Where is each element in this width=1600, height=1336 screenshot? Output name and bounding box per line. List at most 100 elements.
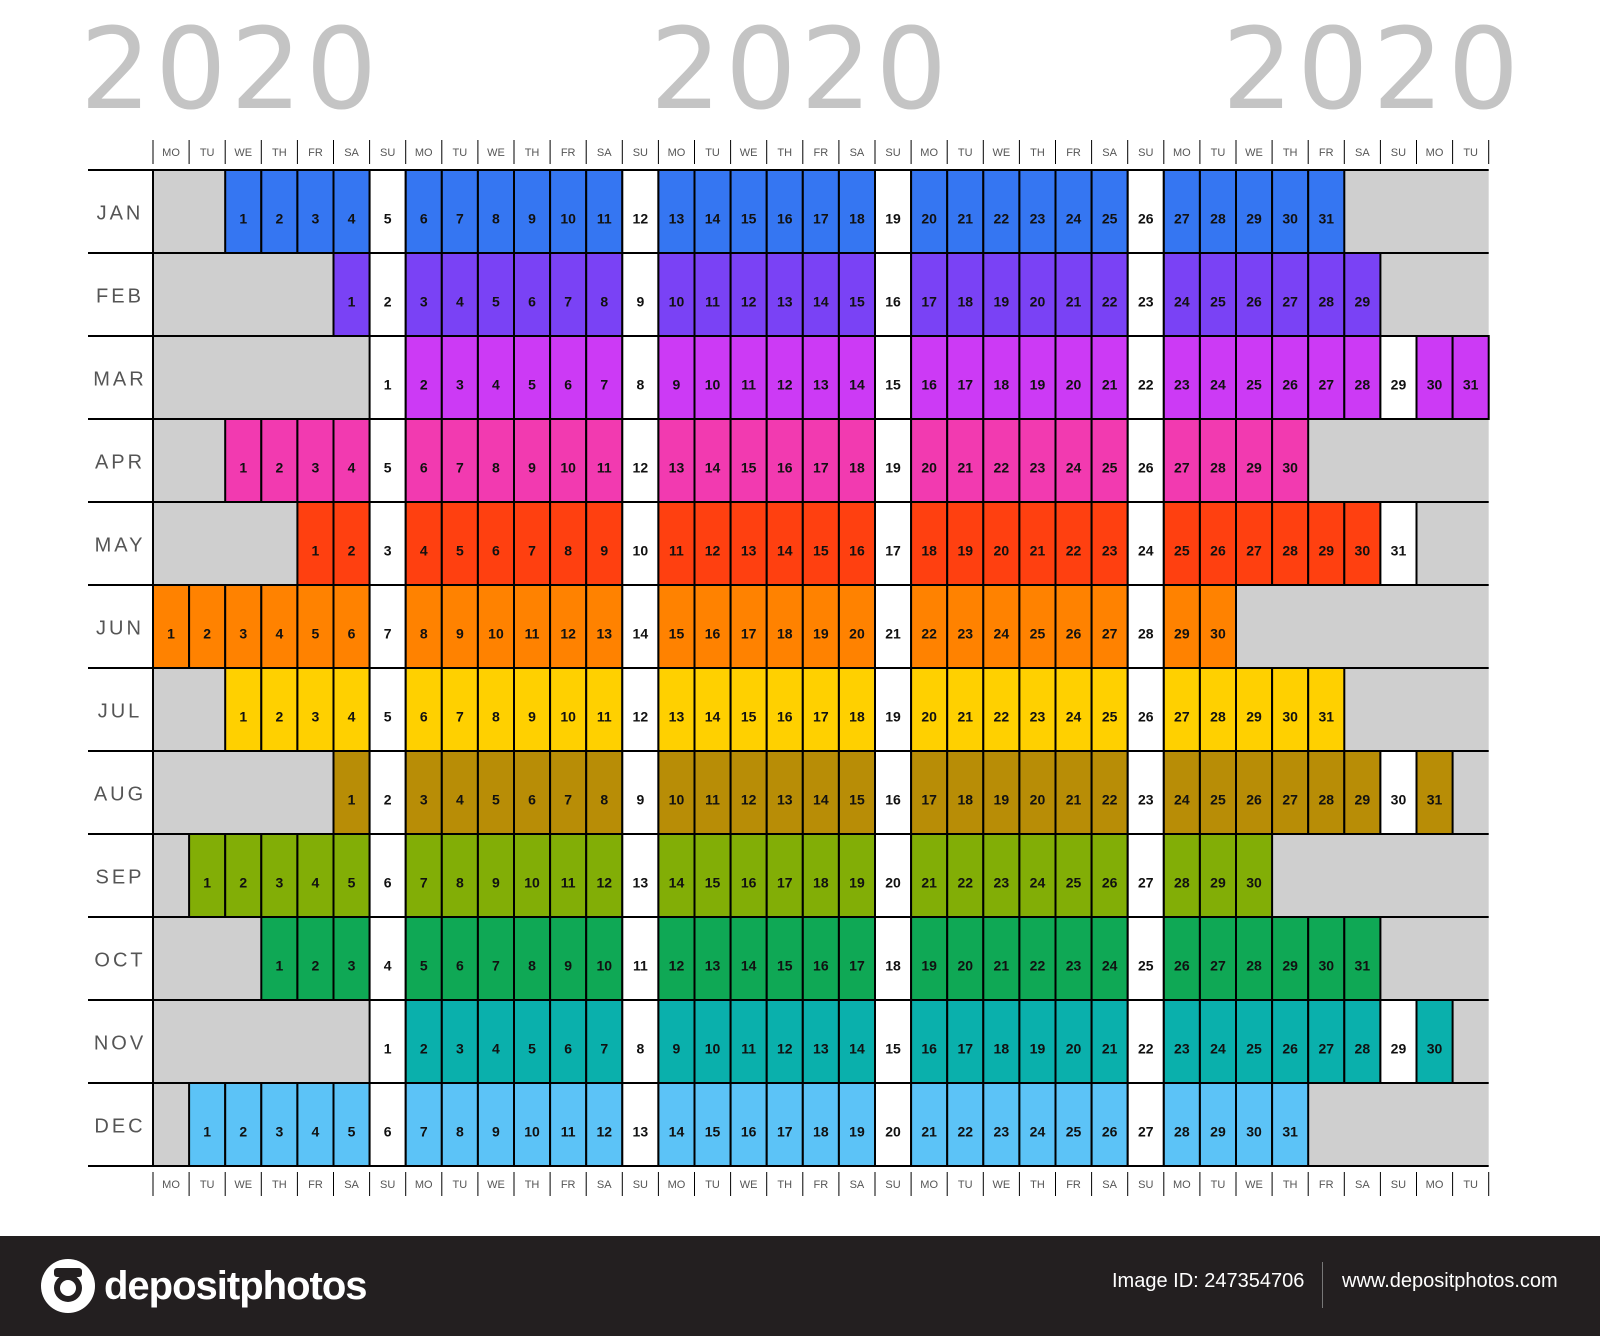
day-number: 11 — [597, 709, 612, 725]
day-number: 1 — [275, 958, 283, 974]
day-cell — [1235, 501, 1274, 586]
weekday-header-top: TU — [200, 147, 215, 159]
day-cell — [1018, 501, 1057, 586]
day-number: 11 — [741, 377, 756, 393]
day-number: 6 — [528, 294, 536, 310]
weekday-header-top: SU — [1391, 147, 1406, 159]
day-number: 14 — [741, 958, 757, 974]
day-cell — [837, 252, 877, 337]
day-number: 5 — [492, 294, 500, 310]
day-number: 16 — [705, 626, 721, 642]
day-number: 25 — [1246, 377, 1262, 393]
day-cell — [837, 1082, 877, 1167]
day-number: 22 — [1102, 294, 1118, 310]
day-number: 27 — [1282, 294, 1298, 310]
weekday-header-top: SU — [885, 147, 900, 159]
day-number: 25 — [1174, 543, 1190, 559]
day-cell — [1162, 501, 1201, 586]
day-number: 16 — [741, 1124, 757, 1140]
weekday-header-bottom: WE — [1245, 1179, 1263, 1191]
weekday-header-bottom: SA — [344, 1179, 359, 1191]
day-number: 7 — [600, 1041, 608, 1057]
day-number: 12 — [741, 294, 757, 310]
day-number: 17 — [957, 377, 973, 393]
weekday-header-bottom: FR — [1319, 1179, 1334, 1191]
day-cell — [296, 833, 335, 918]
month-label-apr: APR — [95, 452, 145, 474]
day-number: 12 — [777, 377, 793, 393]
day-number: 2 — [239, 1124, 247, 1140]
day-cell — [188, 1082, 227, 1167]
day-number: 19 — [957, 543, 973, 559]
brand-name: depositphotos — [104, 1263, 368, 1308]
day-number: 9 — [528, 211, 536, 227]
day-number: 5 — [312, 626, 320, 642]
day-cell — [765, 999, 804, 1084]
day-number: 8 — [636, 1041, 644, 1057]
day-number: 5 — [384, 460, 392, 476]
day-cell — [1126, 584, 1165, 669]
day-number: 28 — [1355, 377, 1371, 393]
day-cell — [549, 501, 588, 586]
day-cell — [368, 999, 407, 1084]
day-number: 14 — [669, 875, 685, 891]
weekday-header-bottom: MO — [1426, 1179, 1444, 1191]
weekday-header-bottom: MO — [920, 1179, 938, 1191]
day-number: 5 — [456, 543, 464, 559]
day-cell — [1307, 999, 1346, 1084]
day-cell — [1271, 750, 1310, 835]
day-number: 26 — [1102, 875, 1118, 891]
day-number: 20 — [994, 543, 1010, 559]
day-number: 8 — [600, 792, 608, 808]
day-number: 22 — [1102, 792, 1118, 808]
day-number: 5 — [492, 792, 500, 808]
day-cell — [765, 584, 804, 669]
day-number: 24 — [1030, 1124, 1046, 1140]
day-number: 19 — [1030, 1041, 1046, 1057]
day-number: 28 — [1246, 958, 1262, 974]
day-number: 30 — [1355, 543, 1371, 559]
day-cell — [621, 335, 660, 420]
day-cell — [693, 999, 732, 1084]
day-number: 23 — [1066, 958, 1082, 974]
day-number: 23 — [1138, 792, 1154, 808]
day-number: 31 — [1391, 543, 1407, 559]
day-number: 7 — [420, 1124, 428, 1140]
day-number: 21 — [1102, 1041, 1118, 1057]
day-number: 24 — [1138, 543, 1154, 559]
day-number: 8 — [420, 626, 428, 642]
day-number: 14 — [849, 377, 865, 393]
day-cell — [404, 833, 443, 918]
day-cell — [1271, 916, 1310, 1001]
day-number: 14 — [705, 211, 721, 227]
day-number: 24 — [1030, 875, 1046, 891]
day-number: 28 — [1174, 1124, 1190, 1140]
day-cell — [1235, 252, 1274, 337]
weekday-header-top: SA — [1355, 147, 1370, 159]
day-number: 17 — [777, 1124, 793, 1140]
day-number: 30 — [1427, 1041, 1443, 1057]
site-url[interactable]: www.depositphotos.com — [1342, 1270, 1558, 1292]
day-number: 6 — [420, 211, 428, 227]
day-number: 12 — [777, 1041, 793, 1057]
day-number: 4 — [312, 1124, 320, 1140]
day-number: 17 — [813, 211, 829, 227]
day-number: 12 — [741, 792, 757, 808]
day-number: 6 — [492, 543, 500, 559]
day-number: 25 — [1102, 211, 1118, 227]
day-number: 16 — [849, 543, 865, 559]
day-cell — [621, 667, 660, 752]
day-cell — [1235, 999, 1274, 1084]
day-number: 17 — [813, 709, 829, 725]
day-number: 8 — [600, 294, 608, 310]
day-number: 25 — [1138, 958, 1154, 974]
day-number: 25 — [1102, 460, 1118, 476]
day-number: 12 — [633, 211, 649, 227]
weekday-header-top: WE — [992, 147, 1010, 159]
weekday-header-bottom: WE — [234, 1179, 252, 1191]
day-number: 19 — [885, 211, 901, 227]
day-number: 22 — [1030, 958, 1046, 974]
weekday-header-bottom: TH — [272, 1179, 287, 1191]
year-planner-grid: JAN 1 2 3 4 5 6 7 8 9 10 11 12 13 14 15 16 17 18 19 20 21 22 23… — [88, 140, 1490, 1196]
day-cell — [585, 833, 624, 918]
